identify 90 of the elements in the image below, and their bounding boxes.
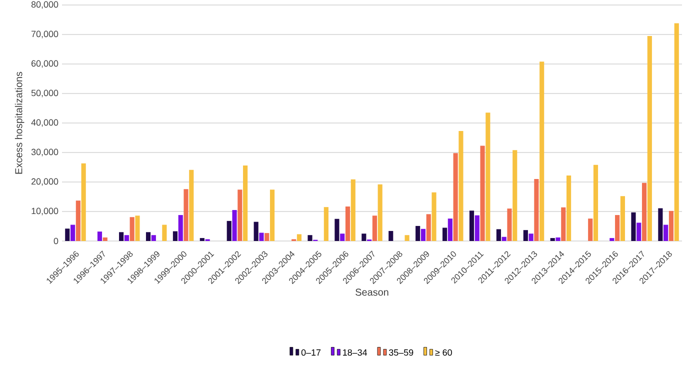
bar (550, 238, 555, 241)
bar (378, 184, 382, 241)
legend-label: 18–34 (343, 349, 368, 356)
bar (340, 234, 345, 241)
bar (151, 235, 156, 241)
x-axis-title: Season (356, 288, 388, 296)
bar (469, 210, 474, 241)
y-tick-label: 10,000 (32, 208, 58, 216)
bar (486, 112, 490, 241)
legend-label: ≥ 60 (435, 349, 452, 356)
bar (345, 206, 350, 241)
bar (642, 182, 647, 241)
y-tick-label: 30,000 (31, 148, 58, 156)
bar (561, 207, 566, 241)
y-axis-title: Excess hospitalizations (14, 72, 24, 174)
bar (474, 215, 480, 241)
bar (334, 218, 340, 241)
y-tick-label: 50,000 (31, 90, 58, 98)
bar (404, 235, 410, 241)
bar (172, 231, 178, 241)
bar (502, 236, 506, 241)
legend-label: 0–17 (301, 349, 321, 356)
bar (372, 216, 377, 241)
bar (232, 210, 237, 241)
bar (631, 212, 636, 241)
bar (200, 238, 204, 241)
bar (458, 130, 464, 241)
bar (124, 235, 129, 241)
y-tick-label: 0 (54, 238, 58, 244)
bar (658, 208, 663, 241)
bar (664, 224, 668, 241)
bar (540, 62, 544, 241)
bar (70, 224, 76, 241)
bar (146, 232, 151, 241)
bar (636, 222, 642, 241)
bar (308, 235, 312, 241)
bar (420, 228, 426, 241)
bar (135, 216, 140, 241)
bar (566, 176, 572, 241)
bar (416, 226, 420, 241)
bar (254, 222, 258, 241)
bar (534, 179, 539, 241)
bar (615, 215, 620, 241)
y-tick-label: 70,000 (32, 30, 58, 38)
bar (162, 224, 167, 241)
bar (362, 234, 366, 241)
bar (178, 215, 183, 241)
bar (668, 210, 674, 241)
bar (81, 163, 86, 241)
bar (593, 164, 598, 241)
bar (453, 153, 458, 241)
y-tick-label: 20,000 (32, 178, 58, 186)
y-tick-label: 80,000 (31, 1, 58, 9)
bar (296, 234, 302, 241)
bar (184, 189, 188, 241)
bar (426, 214, 431, 241)
bar (432, 192, 436, 241)
bar (324, 207, 328, 241)
bar (674, 23, 679, 241)
bar (76, 200, 80, 241)
bar (448, 218, 452, 241)
bar (647, 36, 652, 241)
bar (507, 208, 512, 241)
legend-label: 35–59 (388, 349, 414, 356)
bar (350, 179, 356, 241)
bar (189, 170, 194, 241)
bar (480, 146, 485, 241)
y-tick-label: 40,000 (31, 119, 58, 127)
bar (270, 190, 275, 241)
bar (496, 229, 501, 241)
bar (259, 232, 264, 241)
bar (97, 232, 102, 241)
bar (264, 233, 270, 241)
bar (388, 230, 394, 241)
bar (610, 238, 614, 241)
bar (102, 237, 108, 241)
bar (130, 217, 134, 241)
bar (523, 230, 528, 241)
bar (65, 228, 70, 241)
bar (442, 228, 448, 241)
bar (528, 234, 534, 241)
bar (119, 232, 124, 241)
bar (226, 220, 232, 241)
bar (588, 218, 593, 241)
bar (620, 196, 625, 241)
bar (238, 190, 242, 241)
bar (243, 165, 248, 241)
bar (512, 150, 518, 241)
bar (556, 237, 560, 241)
y-tick-label: 60,000 (32, 60, 58, 68)
